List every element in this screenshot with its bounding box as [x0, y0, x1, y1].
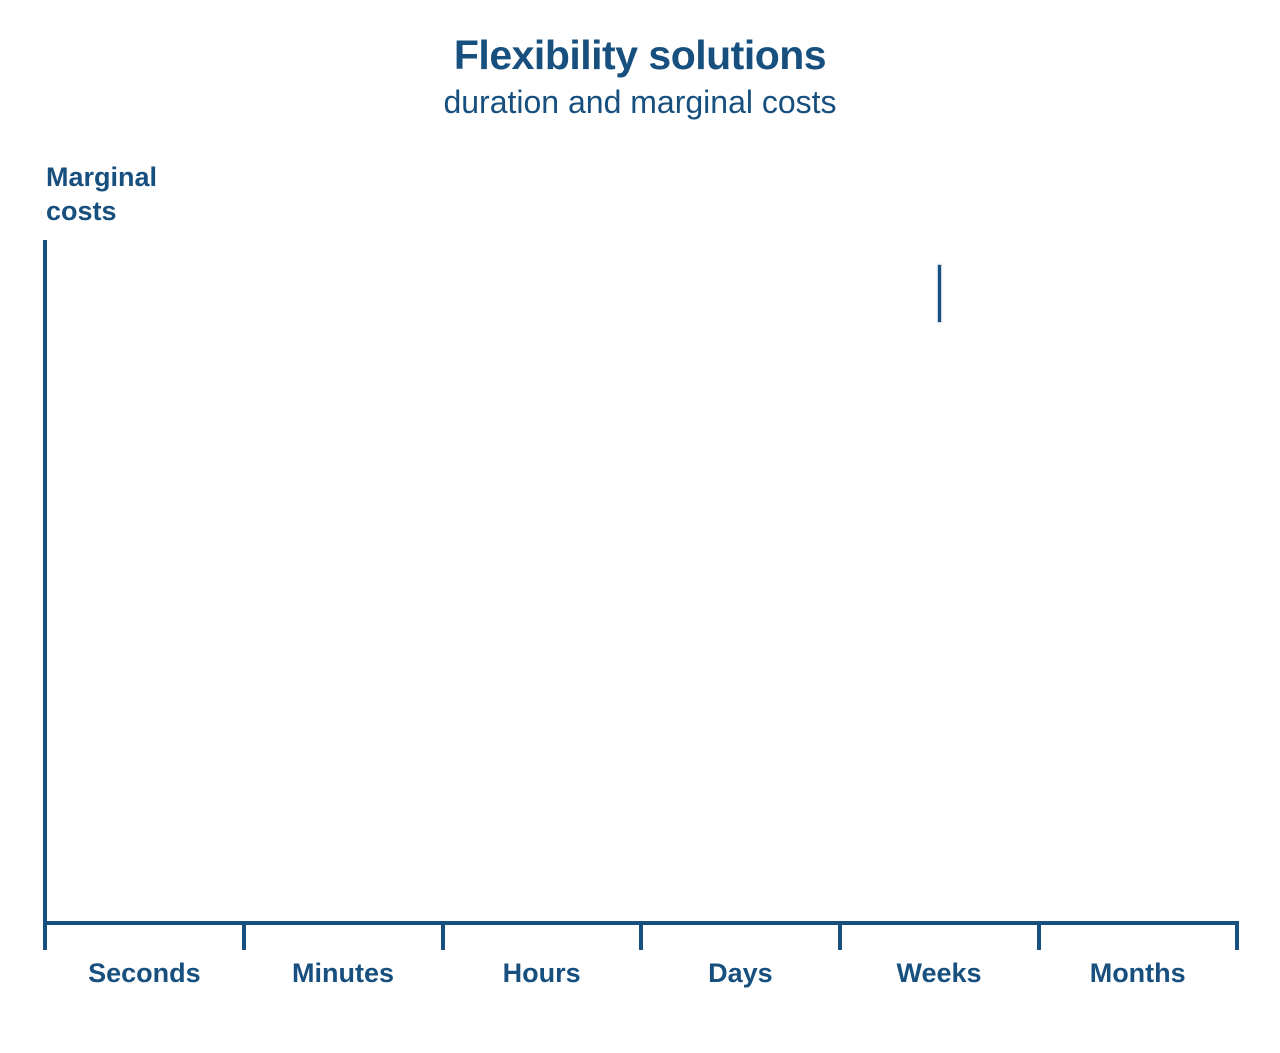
x-axis-tick	[441, 921, 445, 950]
x-axis-tick	[838, 921, 842, 950]
x-axis-labels: Seconds Minutes Hours Days Weeks Months	[45, 958, 1237, 989]
x-axis-label-days: Days	[708, 958, 773, 988]
x-axis-label-minutes: Minutes	[292, 958, 395, 988]
chart-subtitle: duration and marginal costs	[443, 84, 837, 120]
y-axis-line	[43, 240, 47, 950]
weeks-vertical-segment	[938, 265, 941, 322]
x-axis-label-weeks: Weeks	[896, 958, 982, 988]
chart-title: Flexibility solutions	[453, 32, 827, 78]
x-axis-tick	[639, 921, 643, 950]
x-axis-label-seconds: Seconds	[88, 958, 201, 988]
x-axis-label-hours: Hours	[502, 958, 581, 988]
y-axis-label-line1: Marginal	[46, 162, 158, 192]
x-axis-tick	[1037, 921, 1041, 950]
y-axis-label: Marginal costs	[46, 160, 157, 228]
y-axis-label-line2: costs	[46, 196, 117, 226]
x-axis-tick	[242, 921, 246, 950]
x-axis-tick	[1235, 921, 1239, 950]
x-axis-label-months: Months	[1089, 958, 1186, 988]
